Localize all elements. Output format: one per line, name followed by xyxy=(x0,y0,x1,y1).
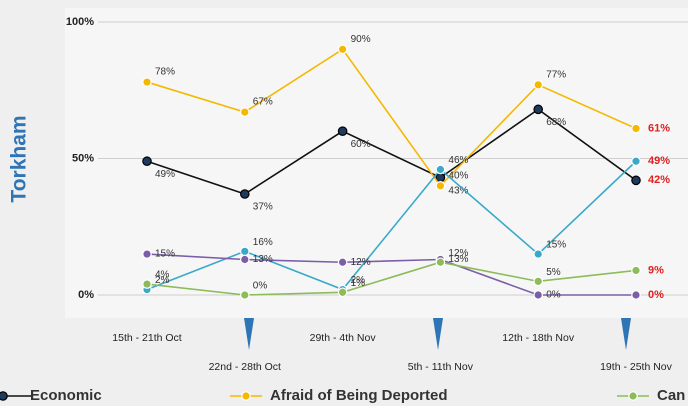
legend-label: Can xyxy=(657,387,685,404)
data-label-last: 42% xyxy=(648,174,670,186)
data-label: 40% xyxy=(448,170,468,181)
x-tick-label: 5th - 11th Nov xyxy=(408,361,474,373)
data-label-last: 61% xyxy=(648,122,670,134)
data-point xyxy=(240,107,250,117)
data-label-last: 0% xyxy=(648,289,664,301)
data-point xyxy=(240,189,250,199)
x-tick-label: 19th - 25th Nov xyxy=(600,361,673,373)
data-label-last: 9% xyxy=(648,264,664,276)
data-label: 43% xyxy=(448,185,468,196)
data-label: 78% xyxy=(155,67,175,78)
legend-marker xyxy=(0,391,8,401)
data-point xyxy=(533,104,543,115)
data-point xyxy=(435,257,446,268)
data-label: 15% xyxy=(546,240,566,251)
data-label: 37% xyxy=(253,202,273,213)
data-label: 15% xyxy=(155,249,175,260)
data-point xyxy=(631,290,641,300)
data-label: 90% xyxy=(351,34,371,45)
data-point xyxy=(631,175,641,186)
data-point xyxy=(435,181,446,191)
series-line xyxy=(146,48,637,188)
data-point xyxy=(533,249,543,259)
data-point xyxy=(435,164,446,175)
data-label: 13% xyxy=(253,254,273,265)
data-point xyxy=(533,79,543,90)
data-point xyxy=(337,257,348,268)
y-tick-label: 100% xyxy=(66,16,94,28)
y-tick-label: 50% xyxy=(72,152,94,164)
data-label: 12% xyxy=(351,257,371,268)
x-tick-label: 22nd - 28th Oct xyxy=(209,361,281,373)
data-point xyxy=(142,77,152,87)
series-line xyxy=(146,160,637,291)
x-tick-label: 12th - 18th Nov xyxy=(502,332,575,344)
data-point xyxy=(337,126,348,136)
data-label: 2% xyxy=(351,275,366,286)
data-point xyxy=(240,290,250,300)
data-point xyxy=(337,287,348,298)
series-line xyxy=(146,261,637,296)
x-tick-label: 29th - 4th Nov xyxy=(310,332,377,344)
data-label: 1% xyxy=(351,278,366,289)
data-point xyxy=(533,276,543,287)
data-label: 67% xyxy=(253,97,273,108)
data-label: 13% xyxy=(448,254,468,265)
data-label-last: 49% xyxy=(648,155,670,167)
data-label: 16% xyxy=(253,237,273,248)
series-line xyxy=(146,253,636,296)
data-point xyxy=(631,156,641,167)
data-label: 49% xyxy=(155,169,175,180)
x-tick-label: 15th - 21th Oct xyxy=(112,332,182,344)
data-label: 68% xyxy=(546,117,566,128)
data-label: 5% xyxy=(546,267,561,278)
y-tick-label: 0% xyxy=(78,289,94,301)
data-point xyxy=(240,246,250,257)
data-label: 2% xyxy=(155,275,170,286)
data-label: 0% xyxy=(546,290,561,301)
data-label: 12% xyxy=(448,248,468,259)
x-markers xyxy=(244,318,631,350)
series-line xyxy=(146,108,637,195)
data-point xyxy=(240,254,250,265)
data-point xyxy=(631,123,641,134)
data-point xyxy=(533,290,543,300)
legend-marker xyxy=(628,391,638,401)
data-point xyxy=(631,265,641,276)
plot-area xyxy=(65,8,688,318)
data-label: 60% xyxy=(351,139,371,150)
data-point xyxy=(337,44,348,55)
data-label: 77% xyxy=(546,69,566,80)
data-point xyxy=(142,156,152,167)
legend-marker xyxy=(241,391,251,401)
y-axis-label: Torkham xyxy=(8,115,31,202)
data-label: 0% xyxy=(253,281,268,292)
data-point xyxy=(142,279,152,289)
legend-label: Economic xyxy=(30,387,102,404)
data-point xyxy=(142,249,152,259)
legend-label: Afraid of Being Deported xyxy=(270,387,448,404)
data-label: 46% xyxy=(448,155,468,166)
data-label: 4% xyxy=(155,270,170,281)
